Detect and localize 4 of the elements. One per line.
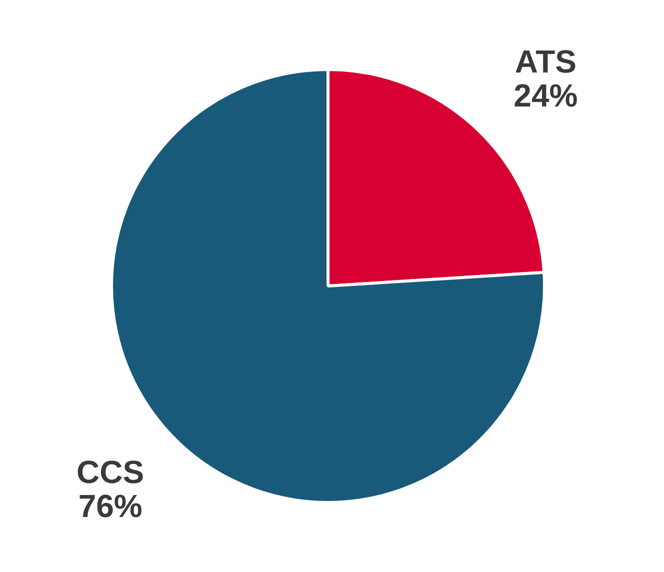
slice-label: ATS [514, 44, 576, 80]
data-label: 24% [514, 78, 578, 114]
slice-label: CCS [76, 454, 144, 490]
data-label: 76% [78, 488, 142, 524]
